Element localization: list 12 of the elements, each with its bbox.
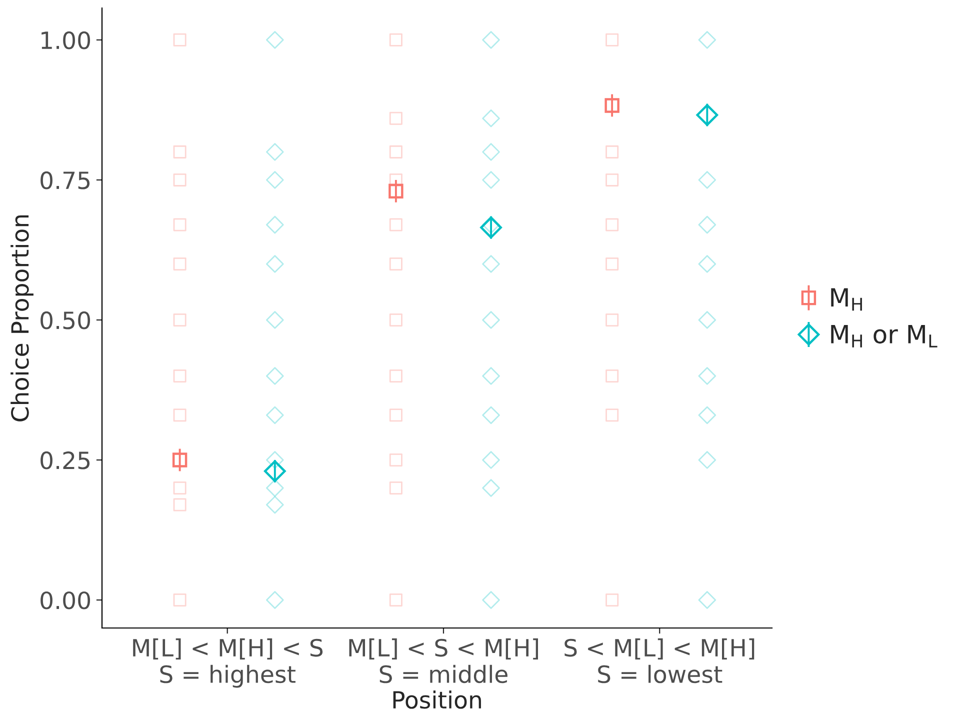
y-axis-title: Choice Proportion — [10, 215, 34, 422]
y-tick-label: 0.75 — [40, 171, 90, 190]
legend-label: M$_{H}$ — [831, 288, 862, 311]
legend-label: M$_{H}$ or M$_{L}$ — [831, 324, 938, 348]
y-tick-label: 1.00 — [42, 31, 90, 50]
x-axis-title: Position — [393, 690, 481, 709]
y-tick-label: 0.25 — [40, 451, 90, 470]
x-tick-label: S < M[L] < M[H] S = lowest — [564, 638, 754, 684]
x-tick-label: M[L] < M[H] < S S = highest — [133, 638, 323, 688]
y-tick-label: 0.50 — [40, 311, 90, 330]
x-tick-label: M[L] < S < M[H] S = middle — [349, 638, 538, 684]
y-tick-label: 0.00 — [40, 591, 90, 610]
